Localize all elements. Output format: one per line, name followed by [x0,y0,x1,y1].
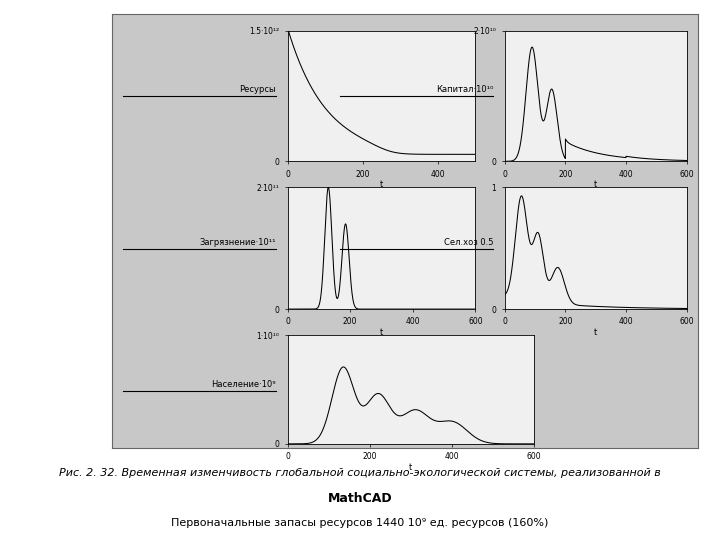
X-axis label: t: t [594,328,598,337]
Text: Рис. 2. 32. Временная изменчивость глобальной социально-экологической системы, р: Рис. 2. 32. Временная изменчивость глоба… [59,468,661,477]
X-axis label: t: t [380,328,383,337]
Text: MathCAD: MathCAD [328,492,392,505]
X-axis label: t: t [380,180,383,189]
Text: Капитал·10¹⁰: Капитал·10¹⁰ [436,85,493,94]
Text: Первоначальные запасы ресурсов 1440 10⁹ ед. ресурсов (160%): Первоначальные запасы ресурсов 1440 10⁹ … [171,518,549,528]
Text: Население·10⁹: Население·10⁹ [211,380,276,389]
X-axis label: t: t [594,180,598,189]
X-axis label: t: t [409,463,413,471]
Text: Сел.хоз 0.5: Сел.хоз 0.5 [444,238,493,247]
Text: Загрязнение·10¹¹: Загрязнение·10¹¹ [199,238,276,247]
Text: Ресурсы: Ресурсы [239,85,276,94]
